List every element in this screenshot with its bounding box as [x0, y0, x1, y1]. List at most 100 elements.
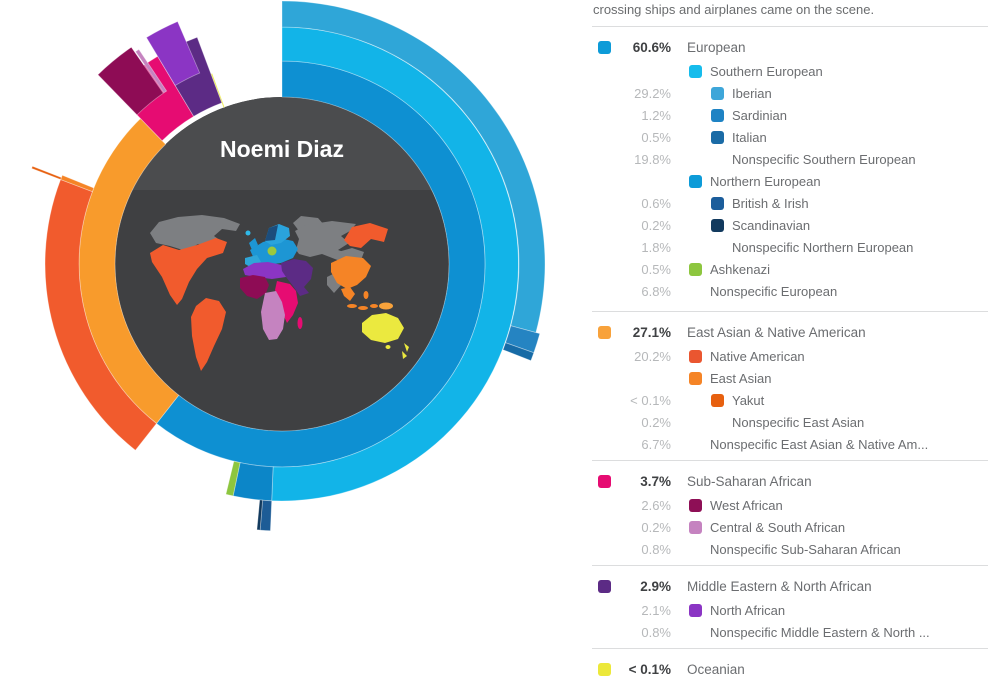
- legend-label: Oceanian: [687, 662, 745, 677]
- legend-percent: 1.8%: [641, 239, 671, 255]
- legend-section: 2.9% Middle Eastern & North African 2.1% No…: [592, 565, 988, 648]
- legend-row[interactable]: 0.2% Scandinavian: [592, 214, 988, 236]
- legend-percent: 6.8%: [641, 283, 671, 299]
- legend-row[interactable]: 3.7% Sub-Saharan African: [592, 469, 988, 494]
- legend-percent: 1.2%: [641, 107, 671, 123]
- legend-row[interactable]: < 0.1% Oceanian: [592, 657, 988, 681]
- world-map: [150, 215, 409, 371]
- legend-row[interactable]: Southern European: [592, 60, 988, 82]
- legend-label: Nonspecific Middle Eastern & North ...: [710, 624, 930, 640]
- legend-label: Southern European: [710, 63, 823, 79]
- arc-north-african[interactable]: [145, 20, 201, 87]
- legend-swatch: [711, 130, 724, 144]
- legend-label: Sub-Saharan African: [687, 474, 812, 489]
- legend-percent: 0.8%: [641, 624, 671, 640]
- legend-swatch: [711, 108, 724, 122]
- legend-swatch: [689, 349, 702, 363]
- legend-swatch: [598, 580, 611, 593]
- legend-panel: crossing ships and airplanes came on the…: [592, 0, 988, 681]
- legend-row[interactable]: 0.8% Nonspecific Middle Eastern & North .…: [592, 621, 988, 643]
- legend-percent: 0.5%: [641, 261, 671, 277]
- legend-row[interactable]: < 0.1% Yakut: [592, 389, 988, 411]
- arc-east-asian-native-american[interactable]: [78, 117, 180, 425]
- legend-percent: 2.9%: [640, 579, 671, 594]
- arc-west-african[interactable]: [97, 46, 164, 116]
- legend-row[interactable]: 27.1% East Asian & Native American: [592, 320, 988, 345]
- legend-section: 27.1% East Asian & Native American 20.2% Na…: [592, 311, 988, 460]
- legend-row[interactable]: 0.5% Ashkenazi: [592, 258, 988, 280]
- legend-percent: 0.2%: [641, 519, 671, 535]
- legend-row[interactable]: 0.8% Nonspecific Sub-Saharan African: [592, 538, 988, 560]
- legend-label: Iberian: [732, 85, 772, 101]
- legend-row[interactable]: East Asian: [592, 367, 988, 389]
- legend-swatch: [689, 262, 702, 276]
- legend-row[interactable]: 1.8% Nonspecific Northern European: [592, 236, 988, 258]
- legend-label: Nonspecific Sub-Saharan African: [710, 541, 901, 557]
- legend-section: < 0.1% Oceanian: [592, 648, 988, 681]
- legend-swatch: [711, 196, 724, 210]
- legend-label: East Asian: [710, 370, 772, 386]
- legend-row[interactable]: 6.8% Nonspecific European: [592, 280, 988, 302]
- legend-label: Yakut: [732, 392, 765, 408]
- arc-ashkenazi[interactable]: [225, 460, 241, 497]
- legend-row[interactable]: 60.6% European: [592, 35, 988, 60]
- legend-row[interactable]: 0.2% Nonspecific East Asian: [592, 411, 988, 433]
- arc-east-asian[interactable]: [60, 174, 95, 193]
- legend-label: Northern European: [710, 173, 821, 189]
- legend-label: Nonspecific European: [710, 283, 838, 299]
- legend-swatch: [689, 174, 702, 188]
- legend-swatch: [598, 41, 611, 54]
- legend-row[interactable]: 1.2% Sardinian: [592, 104, 988, 126]
- legend-swatch: [598, 663, 611, 676]
- legend-percent: < 0.1%: [628, 662, 671, 677]
- legend-swatch: [689, 371, 702, 385]
- legend-swatch: [689, 64, 702, 78]
- legend-label: Nonspecific East Asian & Native Am...: [710, 436, 929, 452]
- legend-row[interactable]: 29.2% Iberian: [592, 82, 988, 104]
- legend-label: Nonspecific Northern European: [732, 239, 914, 255]
- legend-row[interactable]: 0.6% British & Irish: [592, 192, 988, 214]
- legend-row[interactable]: Northern European: [592, 170, 988, 192]
- legend-row[interactable]: 6.7% Nonspecific East Asian & Native Am..…: [592, 433, 988, 455]
- arc-italian[interactable]: [502, 342, 535, 362]
- legend-swatch: [689, 498, 702, 512]
- arc-scandinavian[interactable]: [256, 499, 264, 531]
- legend-swatch: [689, 520, 702, 534]
- legend-swatch: [598, 475, 611, 488]
- arc-oceanian[interactable]: [210, 72, 226, 109]
- arc-central-south-african[interactable]: [134, 48, 168, 94]
- legend-percent: 2.6%: [641, 497, 671, 513]
- legend-row[interactable]: 0.5% Italian: [592, 126, 988, 148]
- legend-label: Native American: [710, 348, 805, 364]
- legend-swatch: [689, 603, 702, 617]
- legend-section: 60.6% European Southern European 29.2% Iberi…: [592, 26, 988, 311]
- legend-label: Sardinian: [732, 107, 787, 123]
- legend-row[interactable]: 2.1% North African: [592, 599, 988, 621]
- legend-percent: 0.8%: [641, 541, 671, 557]
- legend-label: Italian: [732, 129, 767, 145]
- legend-label: Central & South African: [710, 519, 846, 535]
- legend-label: Nonspecific East Asian: [732, 414, 865, 430]
- legend-row[interactable]: 2.6% West African: [592, 494, 988, 516]
- arc-european[interactable]: [155, 60, 486, 468]
- legend-percent: 29.2%: [634, 85, 671, 101]
- sunburst-arcs: [31, 0, 546, 532]
- arc-southern-european[interactable]: [271, 26, 519, 502]
- legend-label: Nonspecific Southern European: [732, 151, 916, 167]
- arc-iberian[interactable]: [281, 0, 546, 333]
- legend-section: 3.7% Sub-Saharan African 2.6% West African 0…: [592, 460, 988, 565]
- legend-percent: 2.1%: [641, 602, 671, 618]
- legend-row[interactable]: 20.2% Native American: [592, 345, 988, 367]
- intro-text: crossing ships and airplanes came on the…: [593, 2, 875, 17]
- legend-percent: 60.6%: [632, 40, 671, 55]
- legend-percent: 20.2%: [634, 348, 671, 364]
- legend-label: East Asian & Native American: [687, 325, 866, 340]
- legend-percent: 0.6%: [641, 195, 671, 211]
- legend-row[interactable]: 2.9% Middle Eastern & North African: [592, 574, 988, 599]
- legend-swatch: [711, 86, 724, 100]
- legend-row[interactable]: 0.2% Central & South African: [592, 516, 988, 538]
- legend-row[interactable]: 19.8% Nonspecific Southern European: [592, 148, 988, 170]
- legend-percent: 6.7%: [641, 436, 671, 452]
- arc-yakut[interactable]: [31, 165, 62, 181]
